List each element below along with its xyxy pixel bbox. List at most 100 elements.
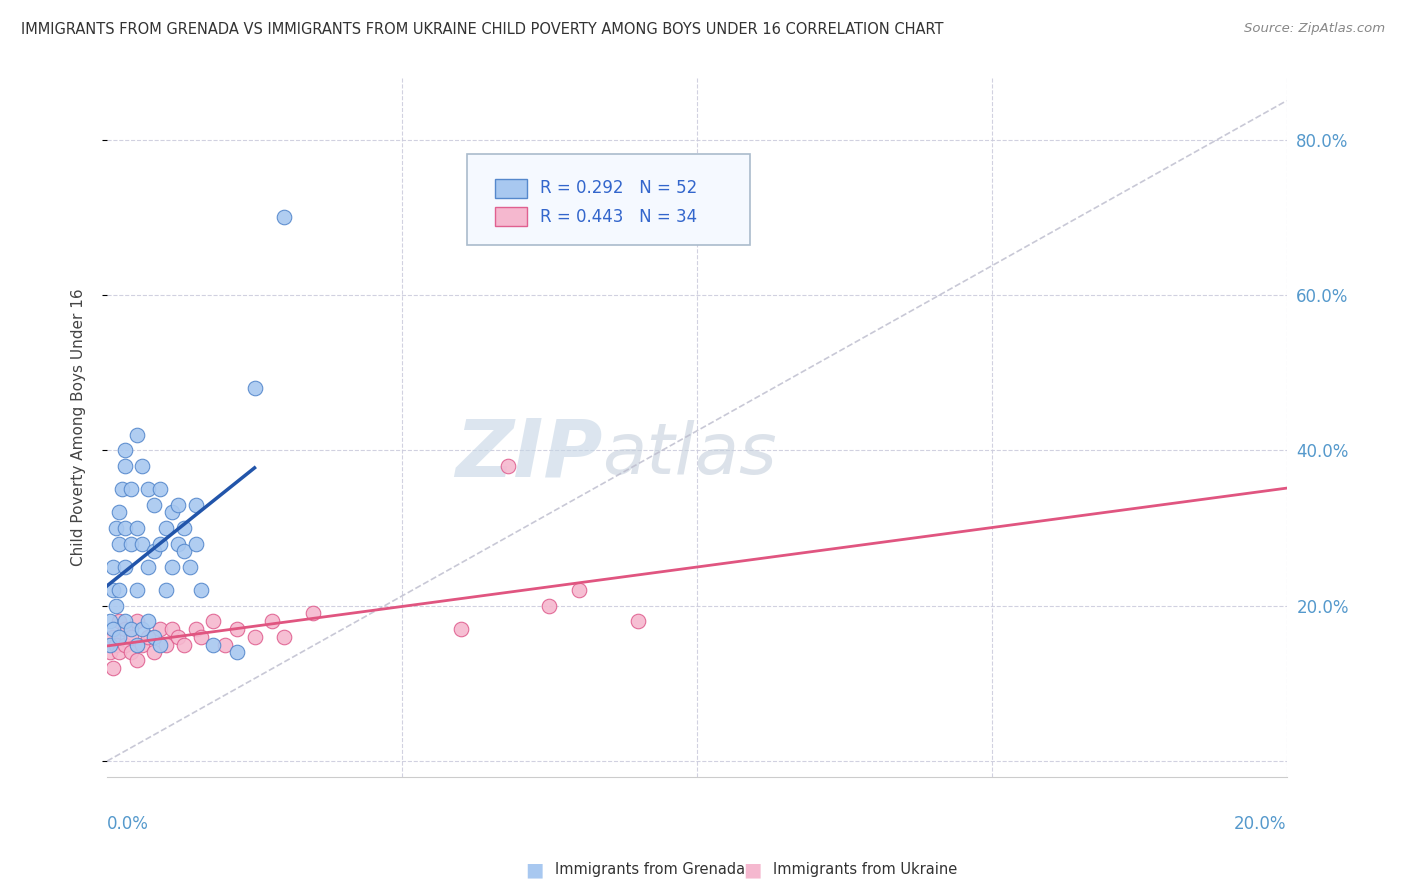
Point [114,458,136,473]
Point [98,645,121,659]
Point [120,630,142,644]
Point [273,630,295,644]
FancyBboxPatch shape [495,207,527,227]
Point [190,630,212,644]
Point [496,458,519,473]
Point [125,653,148,667]
Point [108,536,131,550]
Y-axis label: Child Poverty Among Boys Under 16: Child Poverty Among Boys Under 16 [72,288,86,566]
Point [173,544,195,558]
Text: IMMIGRANTS FROM GRENADA VS IMMIGRANTS FROM UKRAINE CHILD POVERTY AMONG BOYS UNDE: IMMIGRANTS FROM GRENADA VS IMMIGRANTS FR… [21,22,943,37]
Point [120,645,142,659]
Point [166,536,188,550]
Point [184,622,207,636]
Point [125,427,148,442]
Point [98,614,121,628]
Point [225,645,247,659]
Text: ■: ■ [524,860,544,880]
Point [243,381,266,395]
Point [190,583,212,598]
Point [538,599,561,613]
Point [101,583,124,598]
Point [114,560,136,574]
Point [184,536,207,550]
Point [214,638,236,652]
Point [143,645,166,659]
Point [202,614,225,628]
Text: Immigrants from Grenada: Immigrants from Grenada [555,863,745,877]
Point [108,583,131,598]
Point [138,630,160,644]
Point [138,482,160,496]
Point [155,521,177,535]
Point [184,498,207,512]
Point [160,560,183,574]
Point [111,482,134,496]
Point [104,599,127,613]
Point [149,638,172,652]
Point [202,638,225,652]
Point [125,521,148,535]
Point [149,622,172,636]
Point [173,521,195,535]
Point [114,622,136,636]
Point [155,638,177,652]
FancyBboxPatch shape [495,178,527,198]
Point [108,506,131,520]
Text: 20.0%: 20.0% [1234,815,1286,833]
Point [302,607,325,621]
Point [101,630,124,644]
Point [114,521,136,535]
Point [143,544,166,558]
Point [114,443,136,458]
Point [131,622,153,636]
Point [568,583,591,598]
Point [101,622,124,636]
Text: R = 0.292   N = 52: R = 0.292 N = 52 [540,179,697,197]
Text: atlas: atlas [603,420,778,490]
Point [131,638,153,652]
Point [166,630,188,644]
Point [131,536,153,550]
Text: ZIP: ZIP [456,416,603,494]
Point [120,482,142,496]
Point [155,583,177,598]
Point [143,498,166,512]
FancyBboxPatch shape [467,154,749,245]
Point [125,583,148,598]
Point [149,482,172,496]
Point [225,622,247,636]
Point [104,521,127,535]
Point [131,458,153,473]
Point [125,614,148,628]
Point [98,638,121,652]
Point [138,560,160,574]
Text: 0.0%: 0.0% [107,815,149,833]
Point [179,560,201,574]
Point [108,645,131,659]
Point [149,536,172,550]
Point [450,622,472,636]
Point [114,638,136,652]
Text: Source: ZipAtlas.com: Source: ZipAtlas.com [1244,22,1385,36]
Point [125,638,148,652]
Point [101,661,124,675]
Point [160,622,183,636]
Point [104,638,127,652]
Point [627,614,650,628]
Text: R = 0.443   N = 34: R = 0.443 N = 34 [540,208,697,226]
Point [243,630,266,644]
Point [101,560,124,574]
Point [166,498,188,512]
Text: ■: ■ [742,860,762,880]
Point [138,614,160,628]
Text: Immigrants from Ukraine: Immigrants from Ukraine [773,863,957,877]
Point [173,638,195,652]
Point [120,622,142,636]
Point [143,630,166,644]
Point [108,614,131,628]
Point [108,630,131,644]
Point [273,211,295,225]
Point [262,614,284,628]
Point [160,506,183,520]
